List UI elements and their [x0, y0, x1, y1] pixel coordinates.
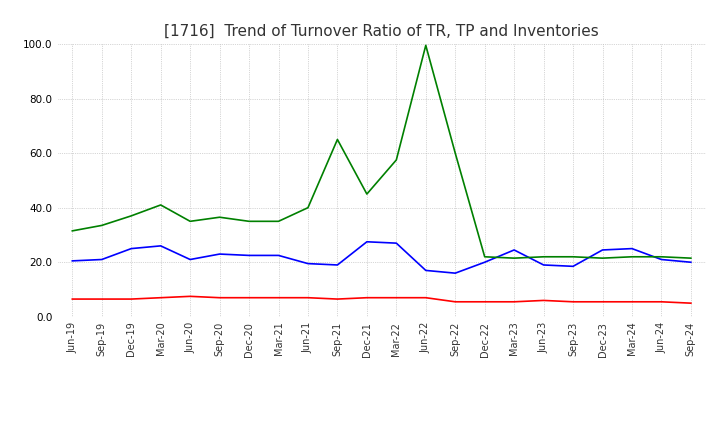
Trade Receivables [392, 295, 400, 301]
Inventories [657, 254, 666, 260]
Inventories [392, 157, 400, 162]
Inventories [333, 137, 342, 142]
Trade Receivables [687, 301, 696, 306]
Trade Payables [421, 268, 430, 273]
Inventories [451, 150, 459, 156]
Trade Receivables [274, 295, 283, 301]
Line: Trade Payables: Trade Payables [72, 242, 691, 273]
Inventories [363, 191, 372, 197]
Trade Receivables [598, 299, 607, 304]
Trade Receivables [215, 295, 224, 301]
Inventories [97, 223, 106, 228]
Trade Payables [97, 257, 106, 262]
Trade Receivables [186, 294, 194, 299]
Trade Receivables [569, 299, 577, 304]
Inventories [156, 202, 165, 208]
Trade Payables [333, 262, 342, 268]
Trade Receivables [363, 295, 372, 301]
Trade Receivables [245, 295, 253, 301]
Trade Receivables [657, 299, 666, 304]
Trade Payables [657, 257, 666, 262]
Trade Receivables [628, 299, 636, 304]
Trade Receivables [333, 297, 342, 302]
Trade Receivables [480, 299, 489, 304]
Trade Receivables [97, 297, 106, 302]
Trade Payables [304, 261, 312, 266]
Inventories [304, 205, 312, 210]
Inventories [539, 254, 548, 260]
Trade Payables [451, 271, 459, 276]
Title: [1716]  Trend of Turnover Ratio of TR, TP and Inventories: [1716] Trend of Turnover Ratio of TR, TP… [164, 24, 599, 39]
Trade Receivables [127, 297, 135, 302]
Trade Payables [598, 247, 607, 253]
Trade Payables [127, 246, 135, 251]
Trade Receivables [539, 298, 548, 303]
Trade Receivables [451, 299, 459, 304]
Trade Receivables [304, 295, 312, 301]
Trade Payables [480, 260, 489, 265]
Trade Payables [363, 239, 372, 244]
Trade Payables [569, 264, 577, 269]
Inventories [68, 228, 76, 234]
Trade Receivables [68, 297, 76, 302]
Trade Payables [510, 247, 518, 253]
Inventories [186, 219, 194, 224]
Inventories [245, 219, 253, 224]
Trade Payables [68, 258, 76, 264]
Inventories [628, 254, 636, 260]
Trade Payables [215, 251, 224, 257]
Trade Payables [186, 257, 194, 262]
Inventories [569, 254, 577, 260]
Trade Payables [245, 253, 253, 258]
Inventories [274, 219, 283, 224]
Inventories [421, 43, 430, 48]
Trade Payables [156, 243, 165, 249]
Trade Payables [628, 246, 636, 251]
Inventories [687, 256, 696, 261]
Trade Receivables [421, 295, 430, 301]
Trade Payables [687, 260, 696, 265]
Inventories [215, 215, 224, 220]
Trade Receivables [156, 295, 165, 301]
Inventories [480, 254, 489, 260]
Inventories [598, 256, 607, 261]
Line: Inventories: Inventories [72, 45, 691, 258]
Trade Payables [392, 241, 400, 246]
Trade Payables [539, 262, 548, 268]
Inventories [127, 213, 135, 219]
Line: Trade Receivables: Trade Receivables [72, 297, 691, 303]
Inventories [510, 256, 518, 261]
Trade Receivables [510, 299, 518, 304]
Trade Payables [274, 253, 283, 258]
